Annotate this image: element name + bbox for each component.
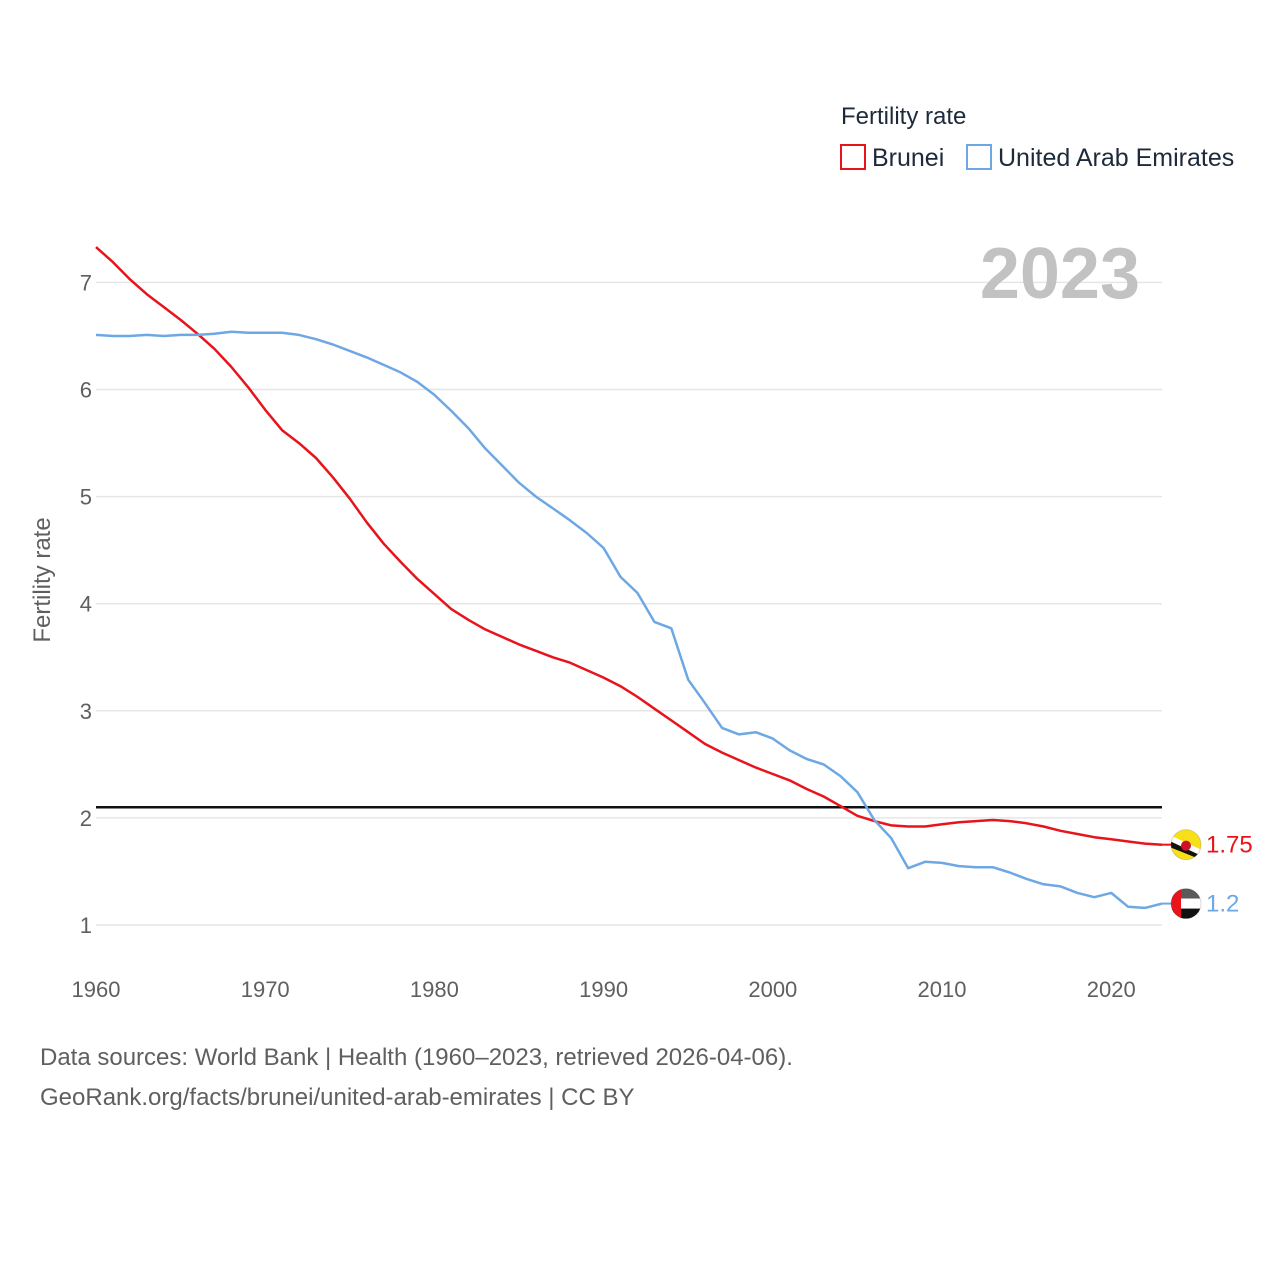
y-axis-title: Fertility rate <box>29 517 56 642</box>
x-tick-label: 1990 <box>579 977 628 1002</box>
footer-attribution: GeoRank.org/facts/brunei/united-arab-emi… <box>40 1084 635 1111</box>
legend-swatch-uae[interactable] <box>966 144 992 170</box>
grid <box>96 281 1162 926</box>
x-tick-label: 2020 <box>1087 977 1136 1002</box>
uae-flag-icon <box>1170 888 1202 920</box>
y-tick-label: 3 <box>80 699 92 724</box>
y-tick-label: 6 <box>80 378 92 403</box>
series-line-uae <box>95 330 1163 910</box>
footer-sources: Data sources: World Bank | Health (1960–… <box>40 1044 793 1071</box>
y-tick-label: 7 <box>80 270 92 295</box>
y-tick-label: 1 <box>80 913 92 938</box>
legend-title: Fertility rate <box>841 103 966 130</box>
end-value-label: 1.75 <box>1206 832 1253 859</box>
y-axis-ticks: 1 2 3 4 5 6 7 <box>80 270 92 938</box>
end-value-label: 1.2 <box>1206 891 1239 918</box>
brunei-flag-icon <box>1170 829 1202 861</box>
y-tick-label: 2 <box>80 806 92 831</box>
x-tick-label: 2010 <box>918 977 967 1002</box>
legend-label-brunei[interactable]: Brunei <box>872 144 944 172</box>
series-lines <box>95 246 1163 910</box>
x-tick-label: 1960 <box>72 977 121 1002</box>
x-axis-ticks: 1960 1970 1980 1990 2000 2010 2020 <box>72 977 1136 1002</box>
legend-label-uae[interactable]: United Arab Emirates <box>998 144 1234 172</box>
year-label: 2023 <box>980 234 1140 314</box>
x-tick-label: 1970 <box>241 977 290 1002</box>
series-line-brunei <box>95 246 1163 846</box>
legend: Fertility rate Brunei United Arab Emirat… <box>840 103 1234 172</box>
x-tick-label: 1980 <box>410 977 459 1002</box>
y-tick-label: 4 <box>80 592 92 617</box>
y-tick-label: 5 <box>80 485 92 510</box>
x-tick-label: 2000 <box>748 977 797 1002</box>
legend-swatch-brunei[interactable] <box>840 144 866 170</box>
series-endpoints: 1.75 1.2 <box>1162 829 1253 920</box>
